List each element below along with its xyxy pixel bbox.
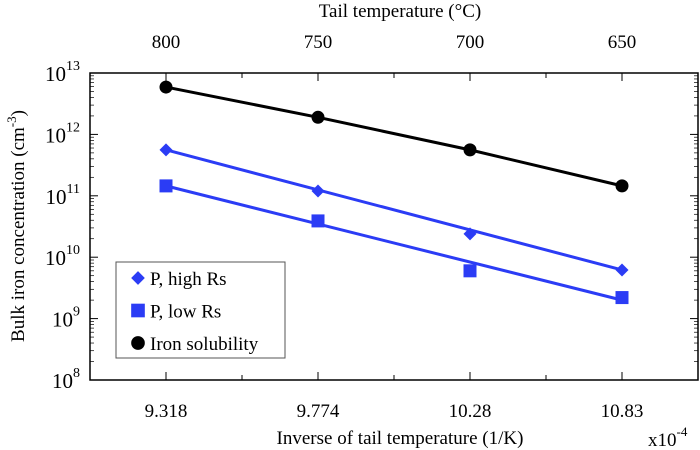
- y-tick-label: 108: [52, 366, 80, 393]
- y-tick-base: 10: [52, 369, 73, 393]
- series-p-low-rs: [159, 179, 629, 305]
- y-tick-base: 10: [45, 62, 66, 86]
- data-point: [159, 80, 173, 94]
- y-tick-label: 1013: [45, 59, 80, 86]
- top-axis-title: Tail temperature (°C): [319, 1, 481, 22]
- plot-frame: [89, 72, 699, 381]
- series-line: [165, 85, 623, 188]
- legend-item: P, high Rs: [131, 269, 227, 290]
- legend-item: Iron solubility: [131, 334, 259, 355]
- data-point: [615, 263, 629, 277]
- y-tick-exp: 8: [73, 366, 80, 381]
- top-tick-label: 700: [456, 32, 485, 53]
- y-tick-exp: 12: [66, 120, 80, 135]
- data-point: [311, 110, 325, 124]
- top-tick-label: 750: [304, 32, 333, 53]
- legend-label: P, low Rs: [150, 302, 221, 323]
- series-p-high-rs: [159, 143, 629, 277]
- y-tick-label: 1012: [45, 120, 80, 147]
- data-point: [159, 143, 173, 157]
- x-axis-multiplier: x10-4: [648, 424, 688, 450]
- legend-marker-diamond: [131, 271, 145, 285]
- data-point: [311, 184, 325, 198]
- data-point: [463, 143, 477, 157]
- data-point: [463, 227, 477, 241]
- x-tick-label: 10.83: [601, 401, 644, 422]
- x-tick-label: 9.318: [145, 401, 188, 422]
- data-point: [615, 291, 629, 305]
- data-marks: [159, 80, 629, 305]
- legend-label: P, high Rs: [150, 269, 227, 290]
- y-axis-title: Bulk iron concentration (cm-3): [4, 110, 29, 342]
- legend-marker-circle: [131, 336, 145, 350]
- data-point: [159, 179, 173, 193]
- y-tick-exp: 9: [73, 305, 80, 320]
- legend-item: P, low Rs: [131, 302, 221, 323]
- y-tick-exp: 13: [66, 59, 80, 74]
- data-point: [615, 179, 629, 193]
- legend: P, high Rs P, low Rs Iron solubility: [115, 261, 286, 359]
- y-tick-exp: 11: [67, 182, 80, 197]
- axis-ticks: 9.3188009.77475010.2870010.8365010131012…: [45, 32, 698, 422]
- y-tick-label: 109: [52, 305, 80, 332]
- x-axis-title: Inverse of tail temperature (1/K): [277, 428, 524, 449]
- fit-line: [165, 184, 623, 302]
- fit-line: [165, 148, 623, 272]
- x-tick-label: 10.28: [449, 401, 492, 422]
- series-iron-solubility: [159, 80, 629, 193]
- y-tick-base: 10: [46, 185, 67, 209]
- legend-marker-square: [131, 303, 145, 318]
- top-tick-label: 800: [152, 32, 181, 53]
- y-tick-base: 10: [45, 123, 66, 147]
- top-tick-label: 650: [608, 32, 637, 53]
- data-point: [311, 214, 325, 228]
- y-tick-label: 1010: [45, 243, 80, 270]
- y-tick-base: 10: [45, 246, 66, 270]
- legend-label: Iron solubility: [150, 334, 259, 355]
- y-tick-base: 10: [52, 308, 73, 332]
- data-point: [463, 264, 477, 278]
- y-tick-exp: 10: [66, 243, 80, 258]
- y-tick-label: 1011: [46, 182, 80, 209]
- x-tick-label: 9.774: [297, 401, 340, 422]
